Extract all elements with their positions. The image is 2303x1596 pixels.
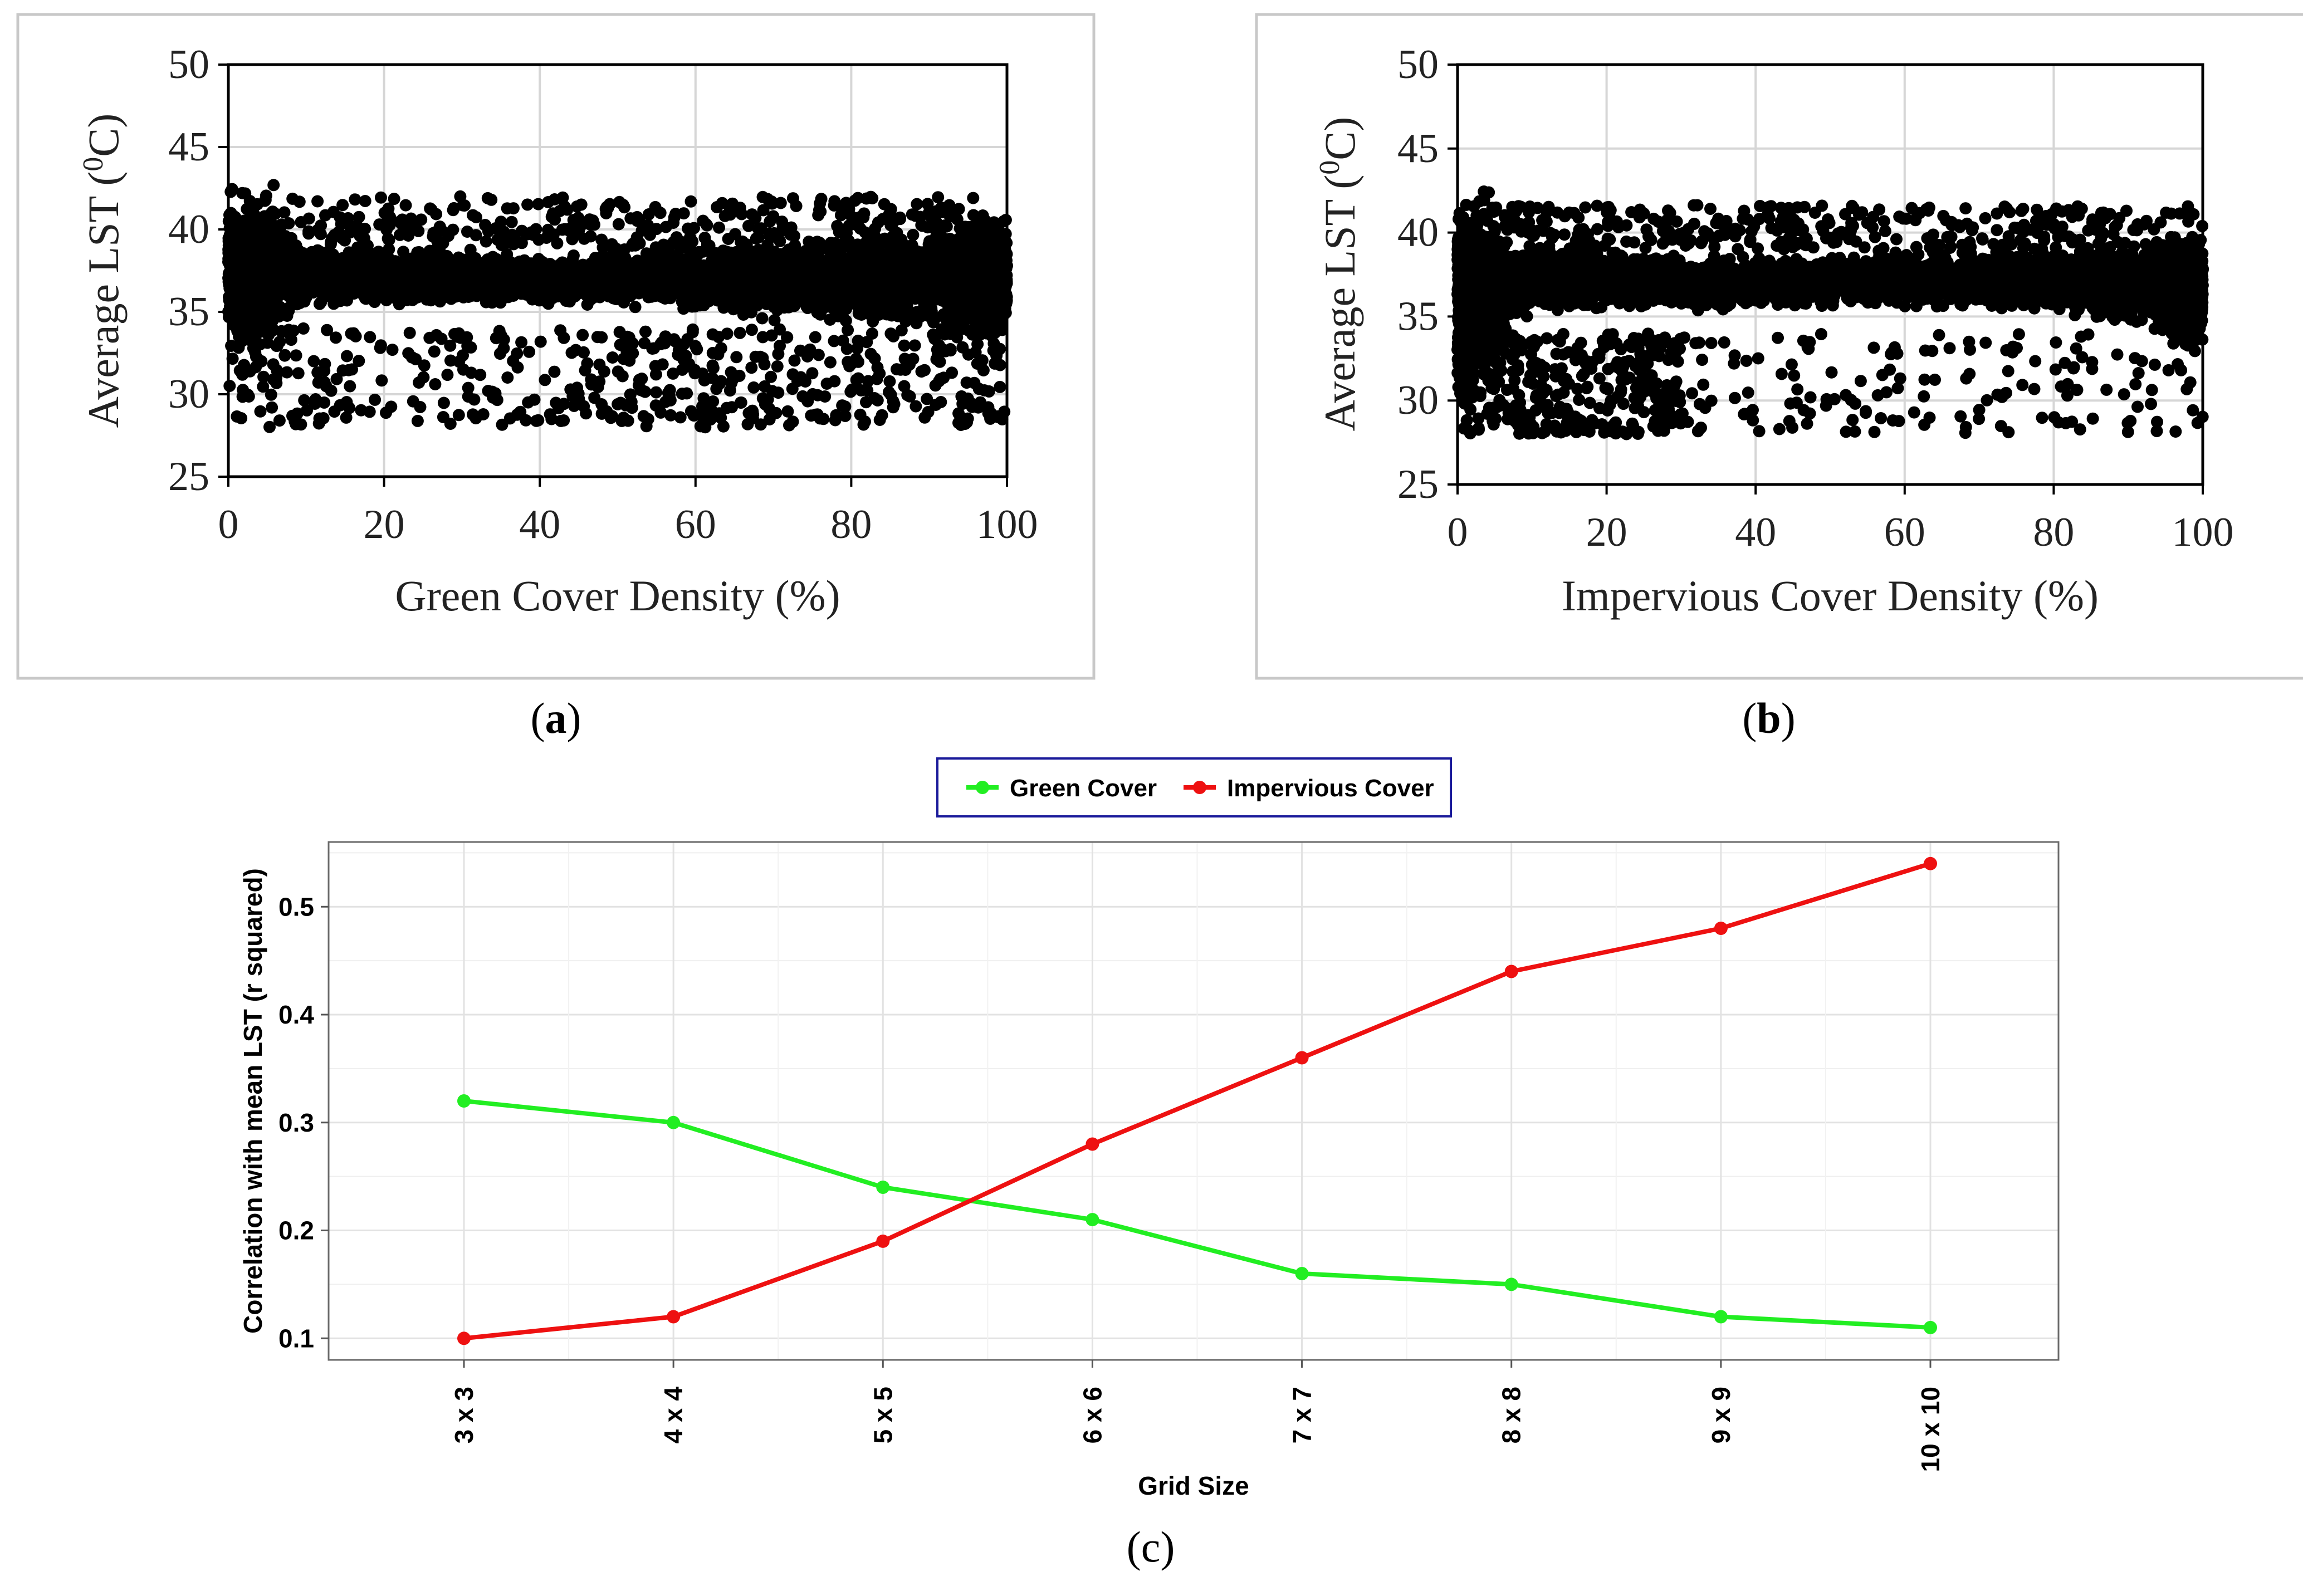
panel-a-points <box>222 179 1013 434</box>
scatter-point <box>301 273 314 286</box>
scatter-point <box>315 296 327 309</box>
scatter-point <box>461 288 473 301</box>
scatter-point <box>926 313 938 326</box>
scatter-point <box>874 290 887 302</box>
scatter-point <box>411 246 424 259</box>
scatter-point <box>469 278 482 291</box>
scatter-point <box>399 253 412 266</box>
scatter-point <box>730 246 742 258</box>
scatter-point <box>738 293 751 306</box>
scatter-point <box>238 308 251 321</box>
scatter-point <box>453 262 466 274</box>
scatter-point <box>283 256 296 269</box>
scatter-point <box>686 300 698 313</box>
scatter-point <box>282 286 295 299</box>
scatter-point <box>903 281 916 293</box>
scatter-point <box>867 315 879 328</box>
scatter-point <box>756 312 769 325</box>
scatter-point <box>910 248 922 261</box>
scatter-point <box>911 267 924 280</box>
scatter-point <box>571 287 584 300</box>
scatter-point <box>810 256 823 268</box>
scatter-point <box>725 300 738 312</box>
scatter-point <box>959 250 971 263</box>
scatter-point <box>360 292 372 305</box>
scatter-point <box>277 245 290 258</box>
scatter-point <box>629 301 642 314</box>
scatter-point <box>913 311 926 324</box>
scatter-point <box>911 291 924 304</box>
scatter-point <box>767 301 780 313</box>
scatter-point <box>943 314 956 326</box>
scatter-point <box>815 300 828 313</box>
scatter-point <box>283 301 296 314</box>
scatter-point <box>324 281 337 294</box>
scatter-point <box>598 280 611 292</box>
scatter-point <box>864 257 877 270</box>
